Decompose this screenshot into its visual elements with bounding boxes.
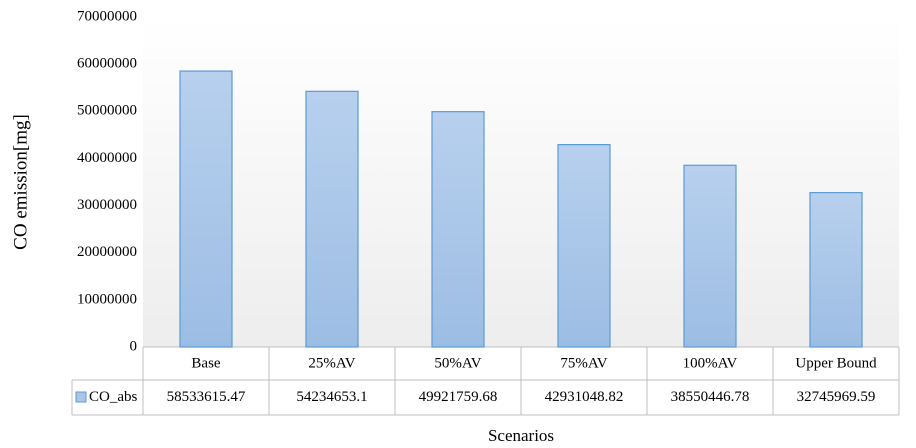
legend-swatch bbox=[75, 391, 87, 403]
y-tick-label: 30000000 bbox=[77, 197, 137, 213]
x-tick-label: Base bbox=[191, 355, 221, 371]
y-tick-label: 0 bbox=[130, 338, 138, 354]
x-tick-label: 75%AV bbox=[560, 355, 607, 371]
bar bbox=[683, 164, 737, 348]
y-axis-label: CO emission[mg] bbox=[10, 114, 31, 250]
y-tick-label: 60000000 bbox=[77, 56, 137, 72]
table-value: 38550446.78 bbox=[671, 389, 750, 405]
plot-background bbox=[143, 17, 899, 347]
table-value: 42931048.82 bbox=[545, 389, 624, 405]
table-value: 58533615.47 bbox=[167, 389, 246, 405]
y-tick-label: 50000000 bbox=[77, 103, 137, 119]
bar bbox=[431, 111, 485, 348]
bar bbox=[557, 144, 611, 348]
legend-label: CO_abs bbox=[89, 389, 137, 405]
x-tick-label: Upper Bound bbox=[795, 355, 877, 371]
bar bbox=[809, 192, 863, 348]
table-value: 54234653.1 bbox=[296, 389, 367, 405]
bar bbox=[305, 90, 359, 348]
x-tick-label: 50%AV bbox=[434, 355, 481, 371]
x-tick-label: 25%AV bbox=[308, 355, 355, 371]
table-value: 32745969.59 bbox=[797, 389, 876, 405]
x-tick-label: 100%AV bbox=[683, 355, 738, 371]
x-axis-label: Scenarios bbox=[488, 426, 554, 445]
bar bbox=[179, 70, 233, 348]
table-value: 49921759.68 bbox=[419, 389, 498, 405]
y-tick-label: 40000000 bbox=[77, 150, 137, 166]
y-tick-label: 20000000 bbox=[77, 244, 137, 260]
y-tick-label: 70000000 bbox=[77, 8, 137, 24]
y-tick-label: 10000000 bbox=[77, 291, 137, 307]
